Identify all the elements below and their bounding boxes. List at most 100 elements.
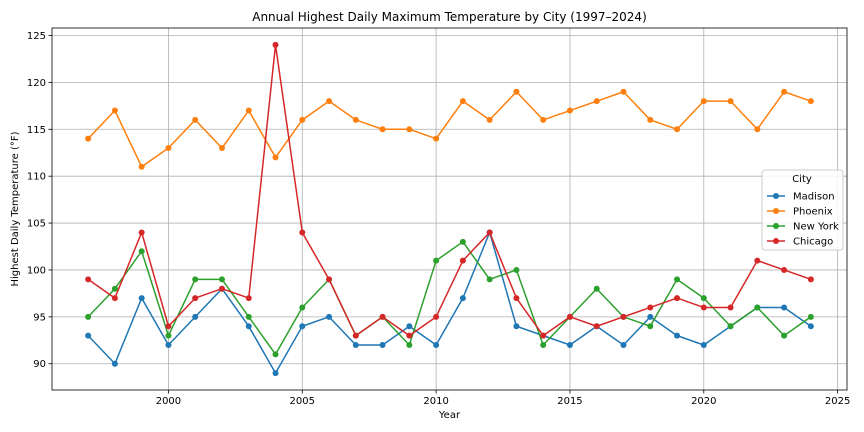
data-point-madison: [674, 332, 681, 339]
data-point-phoenix: [352, 116, 359, 123]
data-point-new-york: [218, 276, 225, 283]
data-point-madison: [326, 313, 333, 320]
data-point-phoenix: [459, 98, 466, 105]
data-point-chicago: [272, 41, 279, 48]
data-point-phoenix: [111, 107, 118, 114]
data-point-phoenix: [807, 98, 814, 105]
data-point-phoenix: [540, 116, 547, 123]
y-tick-label: 100: [27, 265, 46, 276]
chart-title: Annual Highest Daily Maximum Temperature…: [252, 10, 647, 24]
data-point-new-york: [513, 266, 520, 273]
data-point-phoenix: [433, 135, 440, 142]
data-point-phoenix: [593, 98, 600, 105]
data-point-chicago: [218, 285, 225, 292]
data-point-madison: [647, 313, 654, 320]
plot-frame: [51, 27, 848, 391]
data-point-new-york: [486, 276, 493, 283]
data-point-chicago: [245, 295, 252, 302]
legend-entry-madison: Madison: [767, 192, 835, 203]
x-tick-label: 2025: [825, 396, 850, 407]
data-point-madison: [807, 323, 814, 330]
data-point-phoenix: [272, 154, 279, 161]
y-axis-ticks: 90 95 100 105 110 115 120 125: [27, 31, 52, 370]
data-point-madison: [138, 295, 145, 302]
series-line-new-york: [87, 241, 812, 356]
y-tick-label: 105: [27, 219, 46, 230]
data-point-phoenix: [700, 98, 707, 105]
data-point-phoenix: [192, 116, 199, 123]
legend-title: City: [792, 174, 812, 185]
data-point-phoenix: [406, 126, 413, 133]
data-point-chicago: [192, 295, 199, 302]
data-point-phoenix: [727, 98, 734, 105]
data-point-madison: [165, 341, 172, 348]
data-point-chicago: [165, 323, 172, 330]
series-chicago: [85, 41, 814, 339]
y-tick-label: 90: [33, 359, 46, 370]
y-tick-label: 110: [27, 172, 46, 183]
y-tick-label: 115: [27, 125, 46, 136]
data-point-madison: [459, 295, 466, 302]
data-point-madison: [566, 341, 573, 348]
x-tick-label: 2015: [557, 396, 582, 407]
series-line-madison: [87, 231, 812, 374]
data-point-madison: [513, 323, 520, 330]
data-point-new-york: [593, 285, 600, 292]
data-point-chicago: [540, 332, 547, 339]
data-point-phoenix: [647, 116, 654, 123]
data-point-phoenix: [85, 135, 92, 142]
data-point-new-york: [165, 332, 172, 339]
data-point-chicago: [299, 229, 306, 236]
data-point-madison: [433, 341, 440, 348]
data-point-chicago: [459, 257, 466, 264]
data-point-new-york: [85, 313, 92, 320]
data-point-new-york: [245, 313, 252, 320]
data-point-madison: [379, 341, 386, 348]
legend-swatch-marker: [773, 238, 779, 244]
data-point-new-york: [754, 304, 761, 311]
data-point-phoenix: [674, 126, 681, 133]
data-point-madison: [781, 304, 788, 311]
data-point-new-york: [674, 276, 681, 283]
data-point-chicago: [593, 323, 600, 330]
y-tick-label: 95: [33, 312, 46, 323]
legend-label: Chicago: [793, 237, 833, 248]
data-point-chicago: [352, 332, 359, 339]
data-point-phoenix: [245, 107, 252, 114]
series-line-chicago: [87, 44, 812, 337]
x-tick-label: 2000: [156, 396, 181, 407]
data-point-chicago: [647, 304, 654, 311]
data-point-new-york: [807, 313, 814, 320]
data-point-phoenix: [218, 145, 225, 152]
data-point-new-york: [647, 323, 654, 330]
data-point-chicago: [513, 295, 520, 302]
data-point-madison: [700, 341, 707, 348]
series-line-phoenix: [87, 91, 812, 168]
data-point-chicago: [727, 304, 734, 311]
legend-label: Madison: [793, 192, 835, 203]
data-point-new-york: [272, 351, 279, 358]
legend-entries: Madison Phoenix New York Chicago: [767, 192, 839, 248]
data-point-phoenix: [513, 88, 520, 95]
data-point-madison: [620, 341, 627, 348]
data-point-new-york: [192, 276, 199, 283]
data-point-new-york: [406, 341, 413, 348]
legend-swatch-marker: [773, 193, 779, 199]
y-axis-label: Highest Daily Temperature (°F): [10, 131, 21, 286]
series-layer: [85, 41, 814, 377]
data-point-chicago: [406, 332, 413, 339]
data-point-madison: [352, 341, 359, 348]
data-point-phoenix: [781, 88, 788, 95]
data-point-chicago: [486, 229, 493, 236]
data-point-phoenix: [566, 107, 573, 114]
data-point-new-york: [700, 295, 707, 302]
legend-entry-chicago: Chicago: [767, 237, 833, 248]
data-point-chicago: [700, 304, 707, 311]
legend-label: Phoenix: [793, 207, 833, 218]
data-point-madison: [192, 313, 199, 320]
x-tick-label: 2005: [290, 396, 315, 407]
data-point-new-york: [111, 285, 118, 292]
legend-entry-phoenix: Phoenix: [767, 207, 833, 218]
data-point-chicago: [111, 295, 118, 302]
